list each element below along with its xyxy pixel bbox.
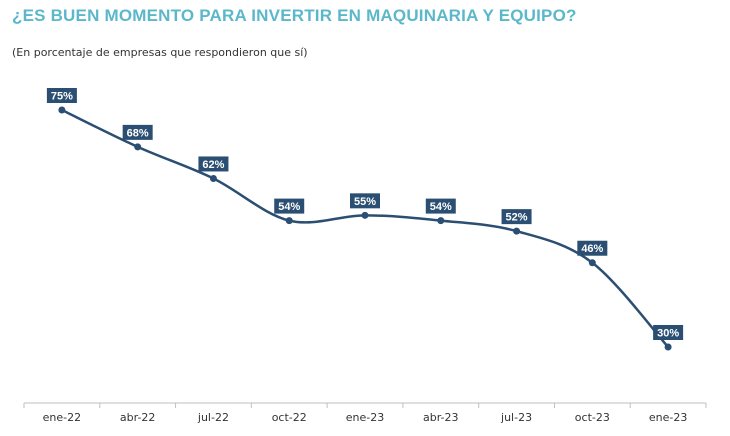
data-point <box>285 217 293 225</box>
x-tick-label: ene-23 <box>649 411 687 424</box>
data-label: 54% <box>430 201 452 213</box>
x-tick-label: oct-23 <box>575 411 610 424</box>
data-label: 55% <box>354 196 376 208</box>
data-point <box>664 343 672 351</box>
series-line <box>60 108 670 349</box>
data-label-box <box>46 88 77 103</box>
data-label-box <box>653 325 684 340</box>
chart-subtitle: (En porcentaje de empresas que respondie… <box>12 46 308 59</box>
data-label-box <box>198 156 229 172</box>
data-point <box>134 143 142 151</box>
x-tick-label: abr-22 <box>120 411 156 424</box>
data-point <box>513 227 521 235</box>
data-label-box <box>350 193 380 209</box>
x-tick-label: ene-22 <box>43 411 81 424</box>
x-tick-label: abr-23 <box>423 411 459 424</box>
x-tick-label: ene-23 <box>346 411 384 424</box>
data-label-box <box>122 124 153 140</box>
x-tick-label: jul-22 <box>197 411 229 424</box>
data-label: 75% <box>51 91 73 103</box>
data-point <box>588 259 596 267</box>
data-label: 62% <box>202 159 224 171</box>
x-tick-label: jul-23 <box>500 411 532 424</box>
data-label-box <box>501 209 532 225</box>
data-point <box>437 217 445 225</box>
data-label-box <box>425 198 456 214</box>
data-label: 68% <box>127 127 149 139</box>
data-label: 46% <box>581 243 603 255</box>
data-point <box>209 174 217 182</box>
data-label-box <box>577 240 608 256</box>
data-label: 52% <box>506 212 528 224</box>
data-label: 30% <box>657 328 679 340</box>
data-point <box>361 211 369 219</box>
x-tick-label: oct-22 <box>272 411 307 424</box>
data-label: 54% <box>278 201 300 213</box>
data-label-box <box>274 198 305 214</box>
data-point <box>58 106 66 114</box>
chart-title: ¿ES BUEN MOMENTO PARA INVERTIR EN MAQUIN… <box>12 6 577 25</box>
